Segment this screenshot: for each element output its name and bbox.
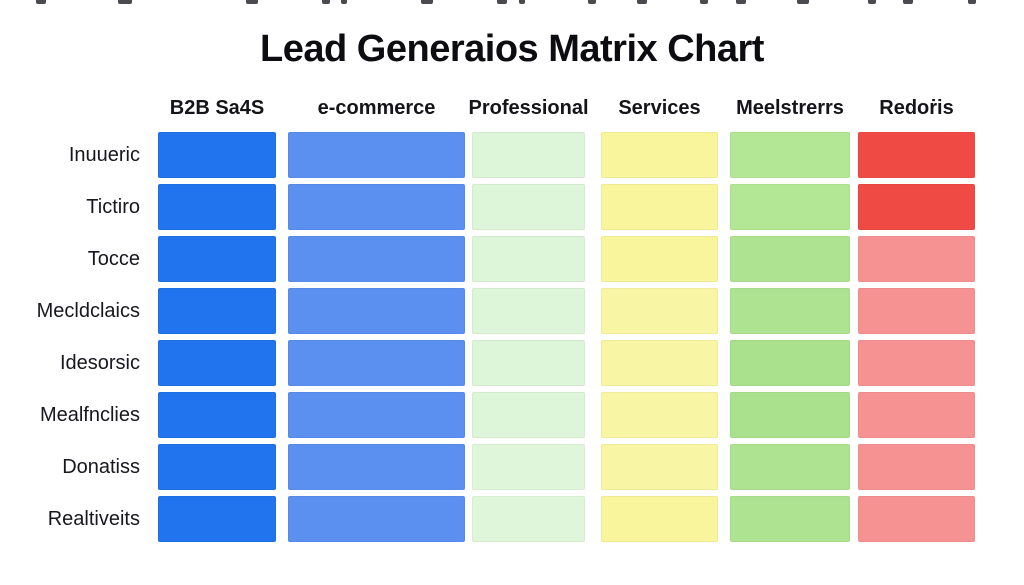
matrix-cell xyxy=(288,340,465,386)
matrix-cell xyxy=(858,132,975,178)
row-label: Mecldclaics xyxy=(36,299,140,322)
matrix-cell xyxy=(858,444,975,490)
matrix-cell xyxy=(858,392,975,438)
matrix-cell xyxy=(472,444,585,490)
matrix-cell xyxy=(730,288,850,334)
matrix-cell xyxy=(730,496,850,542)
matrix-cell xyxy=(288,392,465,438)
matrix-cell xyxy=(472,340,585,386)
matrix-cell xyxy=(858,236,975,282)
row-label: Idesorsic xyxy=(59,351,140,374)
matrix-cell xyxy=(472,496,585,542)
row-label: Tictiro xyxy=(86,195,140,218)
row-label: Donatiss xyxy=(62,455,140,478)
matrix-cell xyxy=(472,236,585,282)
column-header: Professional xyxy=(468,97,589,119)
matrix-cell xyxy=(858,496,975,542)
matrix-cell xyxy=(601,444,718,490)
matrix-cell xyxy=(858,184,975,230)
matrix-cell xyxy=(730,236,850,282)
matrix-cell xyxy=(288,288,465,334)
matrix-cell xyxy=(288,496,465,542)
matrix-cell xyxy=(601,184,718,230)
matrix-cell xyxy=(858,340,975,386)
matrix-cell xyxy=(288,132,465,178)
row-label: Mealfnclies xyxy=(39,403,140,426)
matrix-cell xyxy=(601,340,718,386)
matrix-cell xyxy=(601,288,718,334)
matrix-cell xyxy=(601,392,718,438)
matrix-cell xyxy=(288,444,465,490)
chart-title: Lead Generaios Matrix Chart xyxy=(260,28,764,70)
matrix-cell xyxy=(730,184,850,230)
matrix-cell xyxy=(601,236,718,282)
row-label: Tocce xyxy=(87,247,140,270)
matrix-cell xyxy=(472,392,585,438)
matrix-cell xyxy=(288,184,465,230)
matrix-cell xyxy=(158,496,276,542)
matrix-cell xyxy=(472,288,585,334)
row-label: Inuueric xyxy=(68,143,140,166)
matrix-grid: B2B Sa4S e-commerce Professional Services Me… xyxy=(0,84,975,542)
matrix-cell xyxy=(158,340,276,386)
matrix-cell xyxy=(601,496,718,542)
matrix-cell xyxy=(158,392,276,438)
matrix-cell xyxy=(858,288,975,334)
matrix-cell xyxy=(472,132,585,178)
matrix-cell xyxy=(730,340,850,386)
cropped-glyphs-artifact xyxy=(0,0,1024,6)
matrix-cell xyxy=(730,444,850,490)
matrix-cell xyxy=(288,236,465,282)
matrix-cell xyxy=(601,132,718,178)
matrix-cell xyxy=(472,184,585,230)
column-header: e-commerce xyxy=(317,97,436,119)
row-label: Realtiveits xyxy=(47,507,140,530)
matrix-cell xyxy=(158,288,276,334)
matrix-cell xyxy=(158,236,276,282)
column-header: Services xyxy=(618,97,701,119)
column-header: Meelstrerrs xyxy=(736,97,844,119)
matrix-cell xyxy=(730,132,850,178)
matrix-cell xyxy=(158,184,276,230)
matrix-cell xyxy=(730,392,850,438)
column-header: B2B Sa4S xyxy=(169,97,265,119)
matrix-cell xyxy=(158,444,276,490)
matrix-cell xyxy=(158,132,276,178)
column-header: Redoṙis xyxy=(879,97,954,119)
